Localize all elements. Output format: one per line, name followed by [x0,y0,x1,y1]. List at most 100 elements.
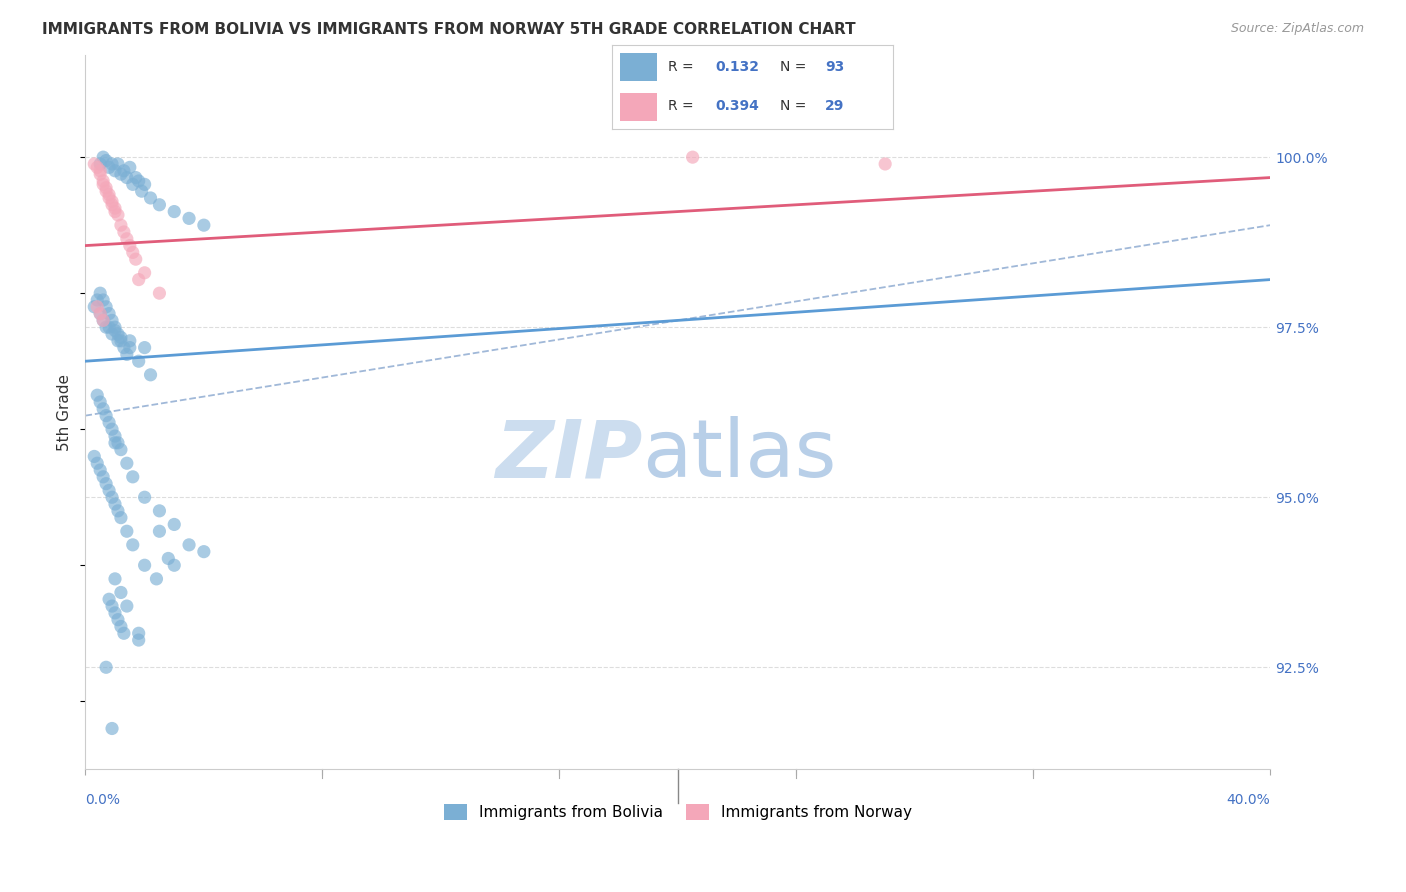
Point [115,599,138,613]
Point [118,161,141,175]
Point [148,504,170,518]
Point [98,191,121,205]
Point [163,558,186,573]
Point [110,330,132,344]
Point [107,326,129,341]
Point [148,286,170,301]
Point [98,320,121,334]
Point [104,324,127,338]
Point [94,476,117,491]
Point [89,463,111,477]
Point [115,170,138,185]
Point [193,544,215,558]
Point [128,354,150,368]
Point [98,161,121,175]
Point [83,450,105,464]
Point [121,538,143,552]
Point [110,218,132,232]
Point [89,307,111,321]
Text: Source: ZipAtlas.com: Source: ZipAtlas.com [1230,22,1364,36]
Point [91,401,114,416]
Point [118,334,141,348]
Point [101,422,124,436]
Point [110,510,132,524]
Point [107,504,129,518]
Point [101,313,124,327]
Point [101,722,124,736]
Point [177,211,200,226]
Point [157,551,180,566]
Text: atlas: atlas [643,416,837,494]
Point [134,178,156,192]
Point [107,613,129,627]
Point [125,252,148,267]
Text: 93: 93 [825,61,845,74]
Point [91,470,114,484]
Point [98,483,121,498]
Point [134,558,156,573]
Point [83,157,105,171]
Point [86,161,108,175]
Point [91,150,114,164]
Point [115,232,138,246]
Y-axis label: 5th Grade: 5th Grade [58,374,72,450]
Point [94,181,117,195]
Point [91,293,114,307]
Point [101,194,124,209]
Point [121,470,143,484]
Point [112,163,135,178]
Point [128,633,150,648]
Point [91,313,114,327]
Point [139,368,162,382]
Point [89,167,111,181]
Point [94,184,117,198]
Point [148,524,170,539]
Point [101,198,124,212]
Text: R =: R = [668,61,697,74]
Point [110,619,132,633]
Point [875,157,897,171]
Text: R =: R = [668,100,697,113]
Text: 0.394: 0.394 [716,100,759,113]
Point [98,187,121,202]
Point [115,456,138,470]
Point [94,153,117,168]
Point [91,313,114,327]
Point [163,204,186,219]
Point [89,307,111,321]
Point [104,204,127,219]
Point [101,157,124,171]
Point [110,334,132,348]
Point [110,442,132,457]
Point [121,245,143,260]
Point [163,517,186,532]
Point [104,320,127,334]
Point [98,416,121,430]
Point [94,300,117,314]
Point [112,225,135,239]
Point [128,626,150,640]
Point [101,490,124,504]
Text: 0.0%: 0.0% [86,793,121,807]
Point [177,538,200,552]
Point [104,429,127,443]
Point [101,326,124,341]
Point [107,435,129,450]
Text: 40.0%: 40.0% [1226,793,1270,807]
Point [104,201,127,215]
Point [128,174,150,188]
Point [131,184,153,198]
Point [91,174,114,188]
Point [128,272,150,286]
Point [118,238,141,252]
Point [86,293,108,307]
Point [134,266,156,280]
Point [98,307,121,321]
Point [110,167,132,181]
Point [104,497,127,511]
Point [101,599,124,613]
Point [110,585,132,599]
Text: ZIP: ZIP [495,416,643,494]
Point [139,191,162,205]
Point [115,347,138,361]
